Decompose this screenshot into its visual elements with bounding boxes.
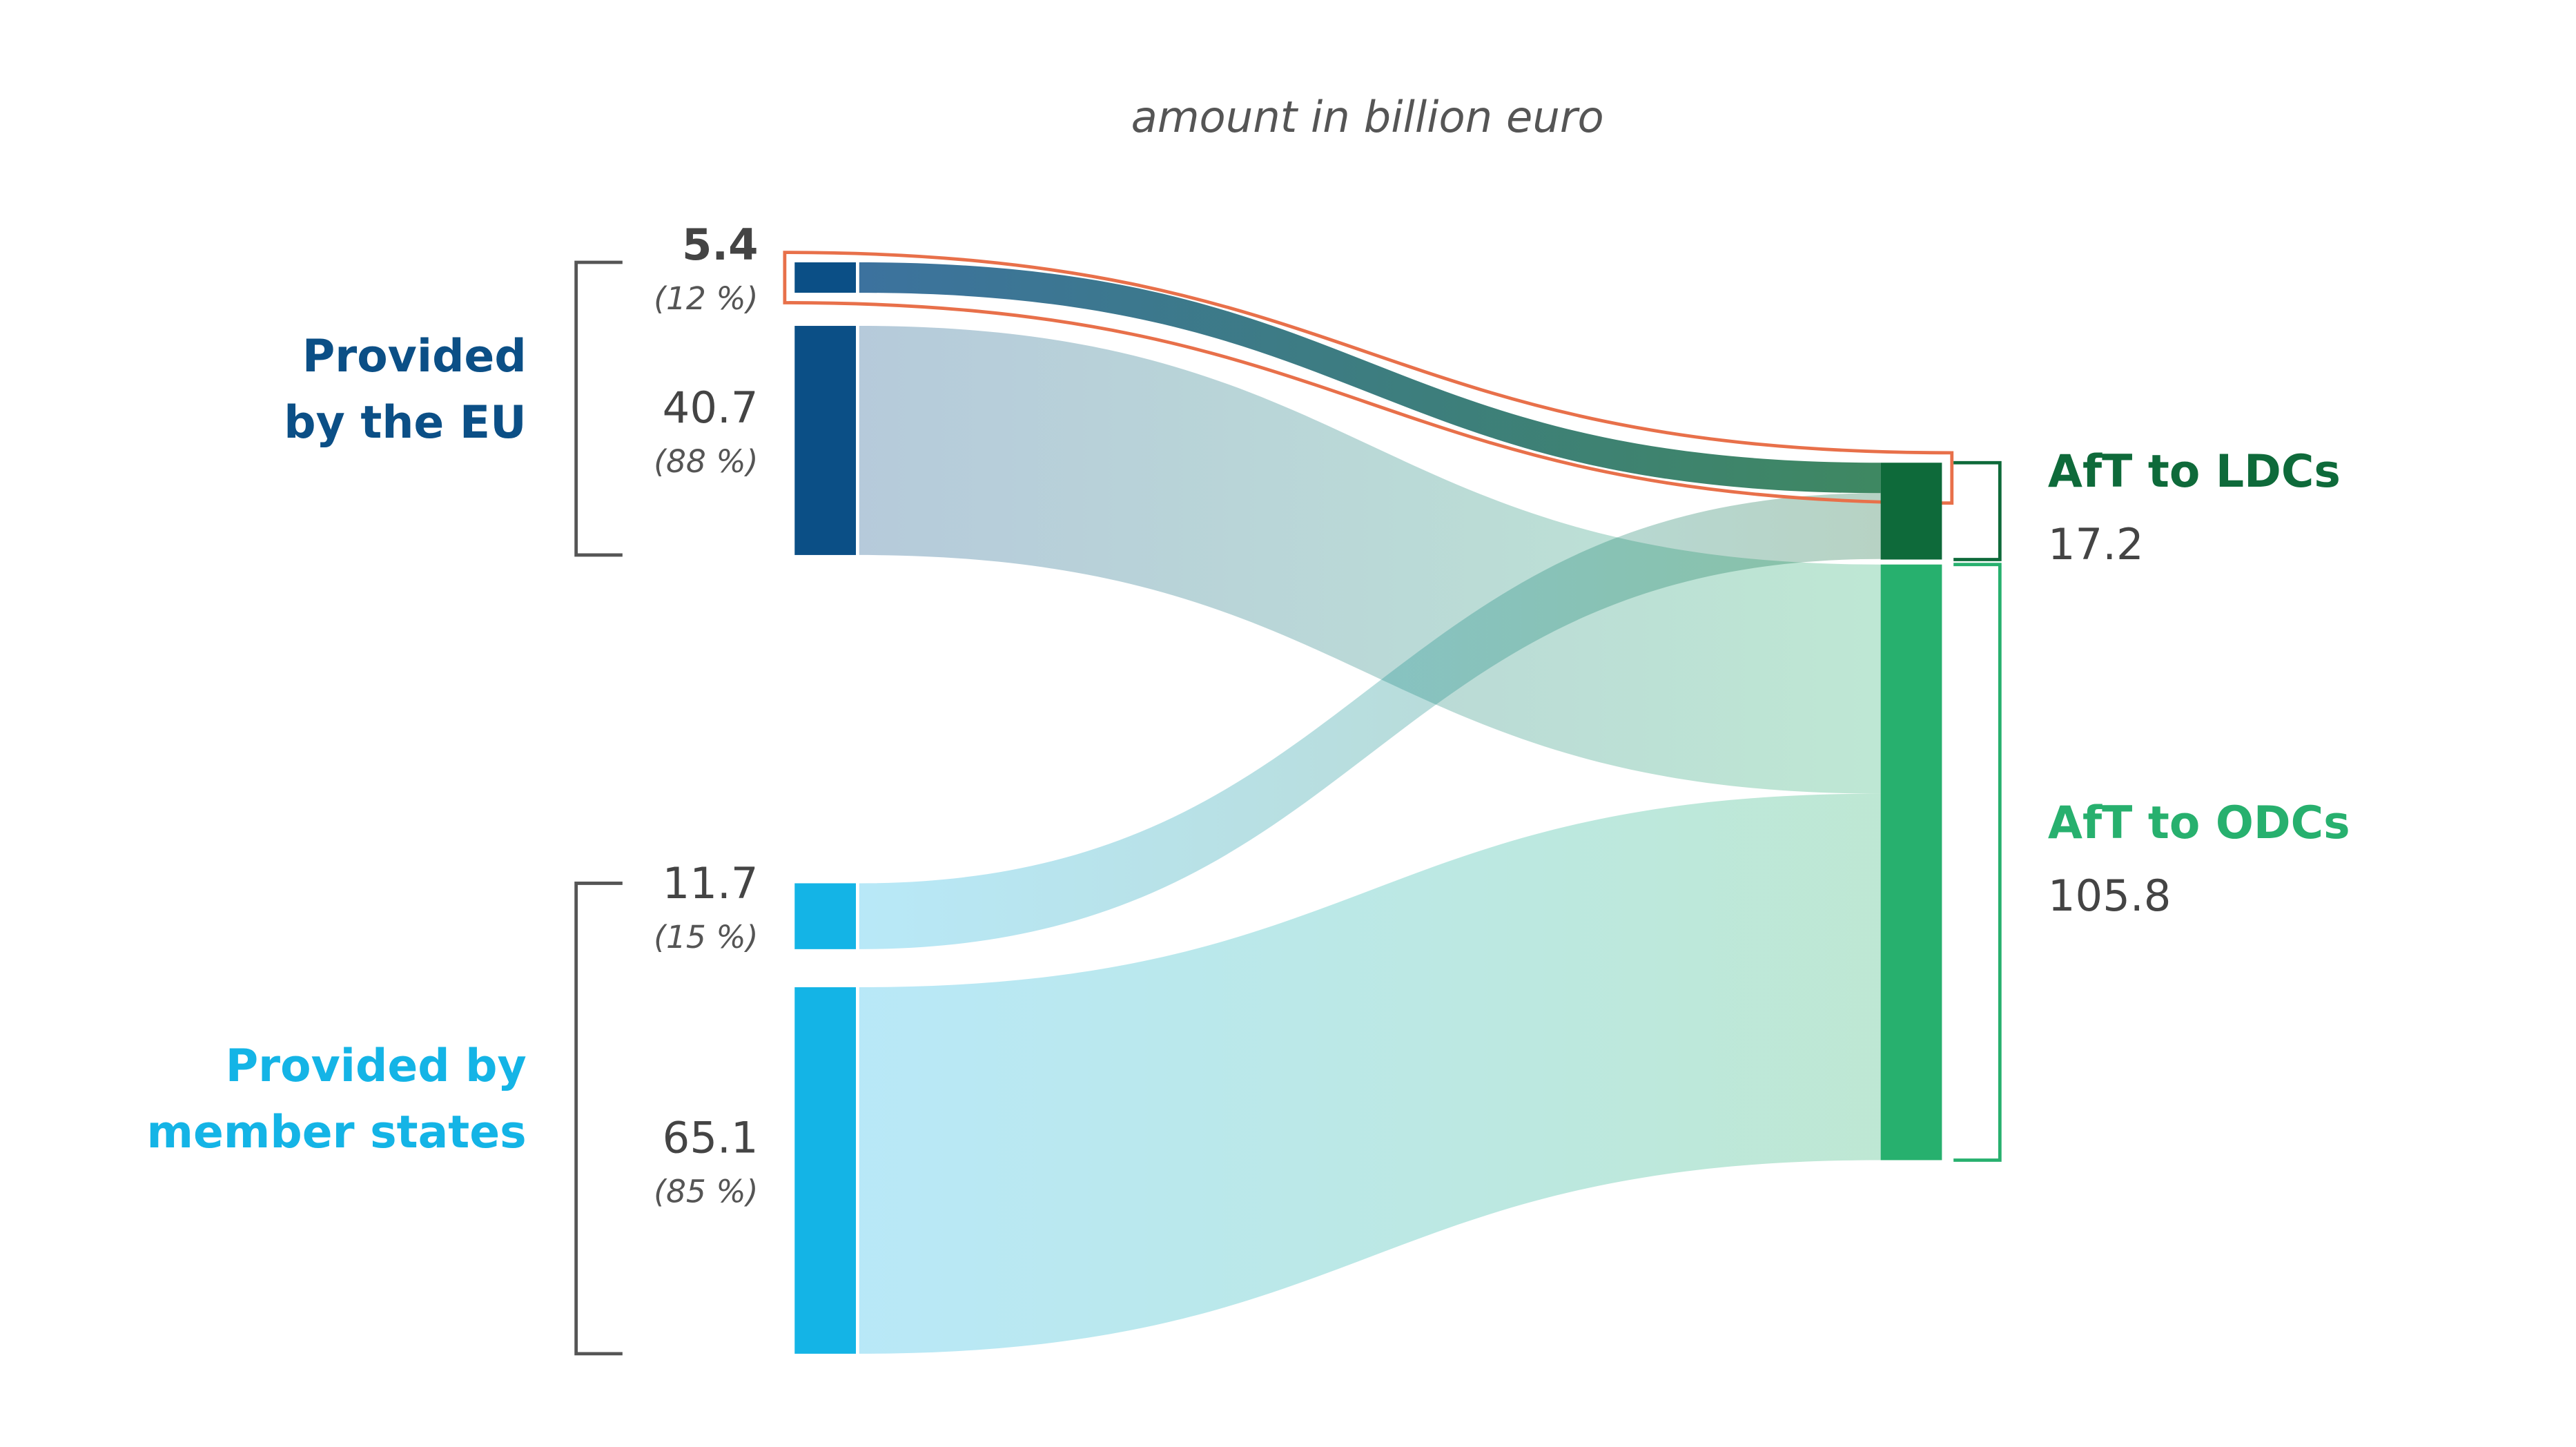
source-label: Provided by member states <box>147 1040 527 1158</box>
target-node <box>1880 564 1942 1160</box>
source-node <box>794 883 857 949</box>
source-bracket <box>574 260 623 557</box>
source-bracket <box>574 882 623 1356</box>
flow-share-label: (88 %) <box>654 443 758 480</box>
source-node <box>794 987 857 1354</box>
target-label: AfT to LDCs <box>2048 446 2341 498</box>
source-node <box>794 262 857 293</box>
source-node <box>794 326 857 555</box>
target-value-label: 105.8 <box>2048 871 2171 921</box>
target-node <box>1880 463 1942 560</box>
flow-band <box>859 326 1881 794</box>
flow-band <box>859 493 1881 949</box>
highlight-outline <box>783 251 1954 505</box>
target-value-label: 17.2 <box>2048 519 2144 570</box>
flow-layer <box>859 262 1881 1354</box>
flow-value-label: 11.7 <box>663 858 759 909</box>
flow-value-label: 5.4 <box>682 220 758 270</box>
flow-share-label: (85 %) <box>654 1174 758 1210</box>
target-bracket <box>1953 563 2002 1162</box>
flow-value-label: 40.7 <box>663 382 759 433</box>
target-label: AfT to ODCs <box>2048 797 2350 849</box>
flow-share-label: (15 %) <box>654 919 758 955</box>
target-bracket <box>1953 460 2002 561</box>
chart-subtitle: amount in billion euro <box>1131 92 1604 142</box>
flow-value-label: 65.1 <box>663 1112 759 1163</box>
flow-band <box>859 262 1881 494</box>
flow-band <box>859 793 1881 1354</box>
node-layer <box>783 251 1954 1354</box>
source-label: Provided by the EU <box>284 331 526 449</box>
flow-share-label: (12 %) <box>654 280 758 317</box>
